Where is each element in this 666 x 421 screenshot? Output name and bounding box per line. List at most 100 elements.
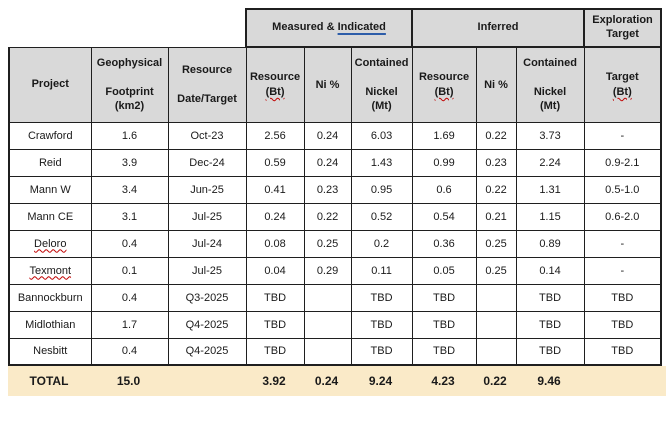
cell-mi-ni-pct: 0.23 bbox=[303, 175, 352, 204]
column-header-geophysical-footprint: Geophysical Footprint (km2) bbox=[90, 46, 169, 123]
cell-exploration-target-bt: 0.5-1.0 bbox=[583, 175, 663, 204]
cell-resource-date-target: Q3-2025 bbox=[167, 283, 247, 312]
cell-inf-contained-nickel: 1.15 bbox=[515, 202, 585, 231]
total-row: TOTAL 15.0 3.92 0.24 9.24 4.23 0.22 9.46 bbox=[8, 366, 660, 396]
header-text: Resource Date/Target bbox=[177, 64, 237, 105]
project-name: Deloro bbox=[34, 237, 67, 250]
cell-mi-resource-bt: 0.24 bbox=[245, 202, 305, 231]
table-row: Deloro 0.4 Jul-24 0.08 0.25 0.2 0.36 0.25 0.89- bbox=[8, 229, 663, 258]
total-table: TOTAL 15.0 3.92 0.24 9.24 4.23 0.22 9.46 bbox=[8, 366, 660, 396]
cell-mi-resource-bt: TBD bbox=[245, 283, 305, 312]
project-name: Midlothian bbox=[25, 318, 76, 331]
cell-inf-resource-bt: 0.36 bbox=[411, 229, 477, 258]
project-name: Mann CE bbox=[27, 210, 74, 223]
cell-inf-resource-bt: 0.05 bbox=[411, 256, 477, 285]
header-unit-text: (Bt) bbox=[612, 85, 632, 98]
group-header-inferred: Inferred bbox=[411, 8, 586, 48]
cell-exploration-target-bt: TBD bbox=[583, 283, 663, 312]
cell-inf-resource-bt: TBD bbox=[411, 310, 477, 339]
project-cell: Bannockburn bbox=[8, 283, 92, 312]
table-row: Bannockburn 0.4 Q3-2025 TBD TBD TBD TBD TBD bbox=[8, 283, 663, 312]
cell-mi-resource-bt: 0.04 bbox=[245, 256, 305, 285]
total-cell-mi-resource-bt: 3.92 bbox=[262, 374, 286, 388]
project-cell: Deloro bbox=[8, 229, 92, 258]
table-row: Nesbitt 0.4 Q4-2025 TBD TBD TBD TBD TBD bbox=[8, 337, 663, 366]
cell-inf-contained-nickel: 0.14 bbox=[515, 256, 585, 285]
cell-inf-resource-bt: 1.69 bbox=[411, 121, 477, 150]
header-text: Resource bbox=[249, 71, 301, 84]
column-header-resource-date-target: Resource Date/Target bbox=[167, 46, 247, 123]
table-row: Midlothian 1.7 Q4-2025 TBD TBD TBD TBD TBD bbox=[8, 310, 663, 339]
total-cell-mi-ni-pct: 0.24 bbox=[314, 374, 339, 388]
cell-mi-contained-nickel: 0.52 bbox=[350, 202, 413, 231]
header-text: Contained Nickel (Mt) bbox=[523, 57, 577, 113]
cell-inf-ni-pct bbox=[475, 310, 517, 339]
cell-exploration-target-bt: - bbox=[583, 256, 663, 285]
total-band: TOTAL 15.0 3.92 0.24 9.24 4.23 0.22 9.46 bbox=[8, 366, 666, 396]
header-unit-text: (Bt) bbox=[265, 85, 285, 98]
cell-inf-contained-nickel: TBD bbox=[515, 310, 585, 339]
cell-geophysical-footprint: 0.4 bbox=[90, 337, 169, 366]
project-name: Bannockburn bbox=[17, 291, 83, 304]
group-header-exploration-target: Exploration Target bbox=[583, 8, 663, 48]
cell-geophysical-footprint: 3.9 bbox=[90, 148, 169, 177]
project-name: Nesbitt bbox=[33, 345, 68, 358]
cell-inf-resource-bt: TBD bbox=[411, 337, 477, 366]
cell-mi-contained-nickel: TBD bbox=[350, 310, 413, 339]
cell-exploration-target-bt: TBD bbox=[583, 310, 663, 339]
cell-mi-resource-bt: TBD bbox=[245, 337, 305, 366]
cell-inf-contained-nickel: 0.89 bbox=[515, 229, 585, 258]
cell-resource-date-target: Oct-23 bbox=[167, 121, 247, 150]
table-row: Mann W 3.4 Jun-25 0.41 0.23 0.95 0.6 0.22 1.31 0.… bbox=[8, 175, 663, 204]
table-body: Crawford 1.6 Oct-23 2.56 0.24 6.03 1.69 0.22 3.7… bbox=[8, 121, 663, 366]
total-cell-inf-contained-nickel: 9.46 bbox=[537, 374, 561, 388]
cell-geophysical-footprint: 1.7 bbox=[90, 310, 169, 339]
cell-inf-ni-pct: 0.25 bbox=[475, 229, 517, 258]
header-text: Resource bbox=[418, 71, 470, 84]
project-cell: Mann CE bbox=[8, 202, 92, 231]
cell-geophysical-footprint: 3.4 bbox=[90, 175, 169, 204]
project-cell: Crawford bbox=[8, 121, 92, 150]
cell-inf-ni-pct: 0.22 bbox=[475, 121, 517, 150]
cell-mi-resource-bt: 2.56 bbox=[245, 121, 305, 150]
column-header-mi-ni-pct: Ni % bbox=[303, 46, 352, 123]
table-row: Reid 3.9 Dec-24 0.59 0.24 1.43 0.99 0.23 2.24 0.9… bbox=[8, 148, 663, 177]
cell-mi-resource-bt: 0.08 bbox=[245, 229, 305, 258]
resource-table: Measured & Indicated Inferred Exploratio… bbox=[8, 8, 663, 366]
project-name: Crawford bbox=[27, 129, 73, 142]
cell-mi-ni-pct bbox=[303, 310, 352, 339]
cell-exploration-target-bt: 0.9-2.1 bbox=[583, 148, 663, 177]
cell-mi-ni-pct: 0.24 bbox=[303, 121, 352, 150]
column-header-mi-resource-bt: Resource (Bt) bbox=[245, 46, 305, 123]
header-text: Project bbox=[31, 78, 69, 91]
cell-inf-resource-bt: 0.99 bbox=[411, 148, 477, 177]
total-cell-inf-resource-bt: 4.23 bbox=[431, 374, 455, 388]
cell-inf-contained-nickel: 1.31 bbox=[515, 175, 585, 204]
total-cell-resource-date-target bbox=[167, 366, 245, 396]
cell-mi-contained-nickel: TBD bbox=[350, 283, 413, 312]
cell-mi-resource-bt: 0.59 bbox=[245, 148, 305, 177]
header-text: Target bbox=[605, 71, 639, 84]
cell-exploration-target-bt: 0.6-2.0 bbox=[583, 202, 663, 231]
column-header-inf-ni-pct: Ni % bbox=[475, 46, 517, 123]
cell-inf-resource-bt: TBD bbox=[411, 283, 477, 312]
project-name: Reid bbox=[38, 156, 62, 169]
header-text: Contained Nickel (Mt) bbox=[354, 57, 409, 113]
cell-exploration-target-bt: TBD bbox=[583, 337, 663, 366]
cell-inf-ni-pct bbox=[475, 337, 517, 366]
column-header-inf-contained-nickel: Contained Nickel (Mt) bbox=[515, 46, 585, 123]
header-text: Ni % bbox=[315, 78, 340, 91]
cell-resource-date-target: Dec-24 bbox=[167, 148, 247, 177]
total-cell-mi-contained-nickel: 9.24 bbox=[368, 374, 393, 388]
cell-mi-resource-bt: 0.41 bbox=[245, 175, 305, 204]
column-header-inf-resource-bt: Resource (Bt) bbox=[411, 46, 477, 123]
measured-indicated-underlined: Indicated bbox=[337, 21, 386, 34]
cell-inf-ni-pct: 0.21 bbox=[475, 202, 517, 231]
cell-mi-contained-nickel: 0.2 bbox=[350, 229, 413, 258]
total-cell-inf-ni-pct: 0.22 bbox=[483, 374, 507, 388]
cell-resource-date-target: Q4-2025 bbox=[167, 310, 247, 339]
cell-geophysical-footprint: 1.6 bbox=[90, 121, 169, 150]
project-cell: Reid bbox=[8, 148, 92, 177]
cell-mi-ni-pct: 0.29 bbox=[303, 256, 352, 285]
cell-inf-contained-nickel: 2.24 bbox=[515, 148, 585, 177]
